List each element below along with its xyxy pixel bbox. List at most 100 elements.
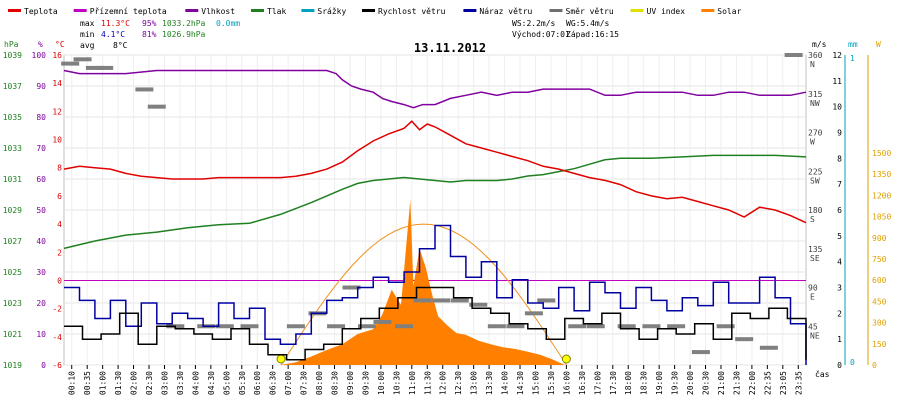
legend-label: Směr větru — [566, 7, 614, 16]
legend-swatch — [463, 9, 477, 12]
time-tick-label: 08:00 — [315, 371, 324, 395]
temp-axis-tick: 16 — [52, 51, 62, 60]
stat-max_label: max — [80, 19, 95, 28]
wind-direction-mark — [617, 324, 636, 329]
wind-direction-mark — [147, 104, 166, 109]
stat-rain: 0.0mm — [216, 19, 240, 28]
direction-axis-label: SE — [810, 254, 820, 263]
wind-direction-mark — [537, 298, 556, 303]
stat-min_press: 1026.9hPa — [162, 30, 206, 39]
wind-axis-tick: 0 — [837, 361, 842, 370]
temp-axis-tick: 6 — [57, 192, 62, 201]
solar-axis-tick: 0 — [872, 361, 877, 370]
time-tick-label: 04:00 — [191, 371, 200, 395]
legend-swatch — [630, 9, 644, 12]
hpa-axis-tick: 1019 — [3, 361, 22, 370]
temp-axis-tick: -4 — [52, 333, 62, 342]
time-tick-label: 03:30 — [176, 371, 185, 395]
solar-axis-tick: 450 — [872, 297, 887, 306]
humidity-axis-tick: 100 — [32, 51, 47, 60]
stat-max_press: 1033.2hPa — [162, 19, 206, 28]
time-tick-label: 22:35 — [763, 371, 772, 395]
wind-direction-mark — [784, 53, 803, 57]
legend-swatch — [8, 9, 21, 12]
temp-axis-tick: 12 — [52, 107, 62, 116]
time-tick-label: 18:30 — [640, 371, 649, 395]
legend-label: Solar — [717, 7, 741, 16]
time-tick-label: 17:30 — [609, 371, 618, 395]
temp-axis-tick: -2 — [52, 305, 62, 314]
direction-axis-label: E — [810, 293, 815, 302]
wind-unit: m/s — [812, 40, 827, 49]
time-tick-label: 10:30 — [392, 371, 401, 395]
legend-swatch — [549, 9, 563, 12]
wind-direction-mark — [716, 324, 735, 329]
time-tick-label: 17:00 — [593, 371, 602, 395]
humidity-axis-tick: 40 — [36, 237, 46, 246]
time-tick-label: 00:35 — [83, 371, 92, 395]
legend-label: Teplota — [24, 7, 58, 16]
time-tick-label: 00:10 — [68, 371, 77, 395]
wind-direction-mark — [342, 285, 361, 290]
time-tick-label: 23:05 — [779, 371, 788, 395]
wind-axis-tick: 12 — [832, 51, 842, 60]
legend: Teplota Přízemní teplota Vlhkost Tlak Srážky… — [8, 7, 742, 16]
time-tick-label: 05:30 — [238, 371, 247, 395]
direction-axis-label: NE — [810, 331, 820, 340]
legend-swatch — [362, 9, 375, 12]
humidity-axis-tick: 70 — [36, 144, 46, 153]
sunrise-marker — [276, 354, 286, 364]
direction-axis-label: NW — [810, 99, 820, 108]
temp-axis-tick: 0 — [57, 276, 62, 285]
wind-direction-mark — [215, 324, 234, 329]
time-tick-label: 07:30 — [300, 371, 309, 395]
time-tick-label: 02:30 — [145, 371, 154, 395]
humidity-unit: % — [38, 40, 43, 49]
temp-axis-tick: -6 — [52, 361, 62, 370]
hpa-axis-tick: 1039 — [3, 51, 22, 60]
stats-block: max 11.3°C 95% 1033.2hPa 0.0mm min 4.1°C 81% 102… — [80, 19, 619, 50]
time-tick-label: 20:30 — [702, 371, 711, 395]
stat-max_temp: 11.3°C — [101, 19, 130, 28]
wind-direction-mark — [357, 324, 376, 329]
temp-axis-tick: 14 — [52, 79, 62, 88]
rain-unit: mm — [848, 40, 858, 49]
wind-axis-tick: 8 — [837, 154, 842, 163]
hpa-axis-tick: 1035 — [3, 113, 22, 122]
wind-axis-tick: 9 — [837, 129, 842, 138]
time-tick-label: 12:30 — [454, 371, 463, 395]
time-tick-label: 19:30 — [671, 371, 680, 395]
legend-swatch — [251, 9, 264, 12]
wind-direction-mark — [61, 61, 80, 66]
direction-axis-label: S — [810, 215, 815, 224]
wind-direction-mark — [642, 324, 661, 329]
direction-axis-tick: 90 — [808, 284, 818, 293]
time-tick-label: 15:30 — [547, 371, 556, 395]
wind-direction-mark — [487, 324, 506, 329]
direction-axis-label: W — [810, 138, 815, 147]
time-tick-label: 22:00 — [748, 371, 757, 395]
time-tick-label: 11:00 — [408, 371, 417, 395]
time-tick-label: 04:30 — [207, 371, 216, 395]
hpa-unit: hPa — [4, 40, 19, 49]
time-tick-label: 14:00 — [501, 371, 510, 395]
wind-axis-tick: 11 — [832, 77, 842, 86]
stat-avg_temp: 8°C — [113, 41, 128, 50]
solar-axis-tick: 1350 — [872, 170, 891, 179]
stat-sunrise: Východ:07:01 — [512, 30, 570, 39]
time-tick-label: 09:00 — [346, 371, 355, 395]
temp-axis-tick: 2 — [57, 248, 62, 257]
solar-axis-tick: 1200 — [872, 191, 891, 200]
hpa-axis-tick: 1025 — [3, 268, 22, 277]
wind-direction-mark — [327, 324, 346, 329]
time-tick-label: 02:00 — [130, 371, 139, 395]
time-tick-label: 10:00 — [377, 371, 386, 395]
hpa-axis-tick: 1021 — [3, 330, 22, 339]
wind-axis-tick: 6 — [837, 206, 842, 215]
stat-min_hum: 81% — [142, 30, 157, 39]
stat-ws: WS:2.2m/s — [512, 19, 556, 28]
time-tick-label: 14:30 — [516, 371, 525, 395]
stat-min_label: min — [80, 30, 95, 39]
wind-direction-mark — [568, 324, 587, 329]
wind-direction-mark — [413, 298, 432, 303]
